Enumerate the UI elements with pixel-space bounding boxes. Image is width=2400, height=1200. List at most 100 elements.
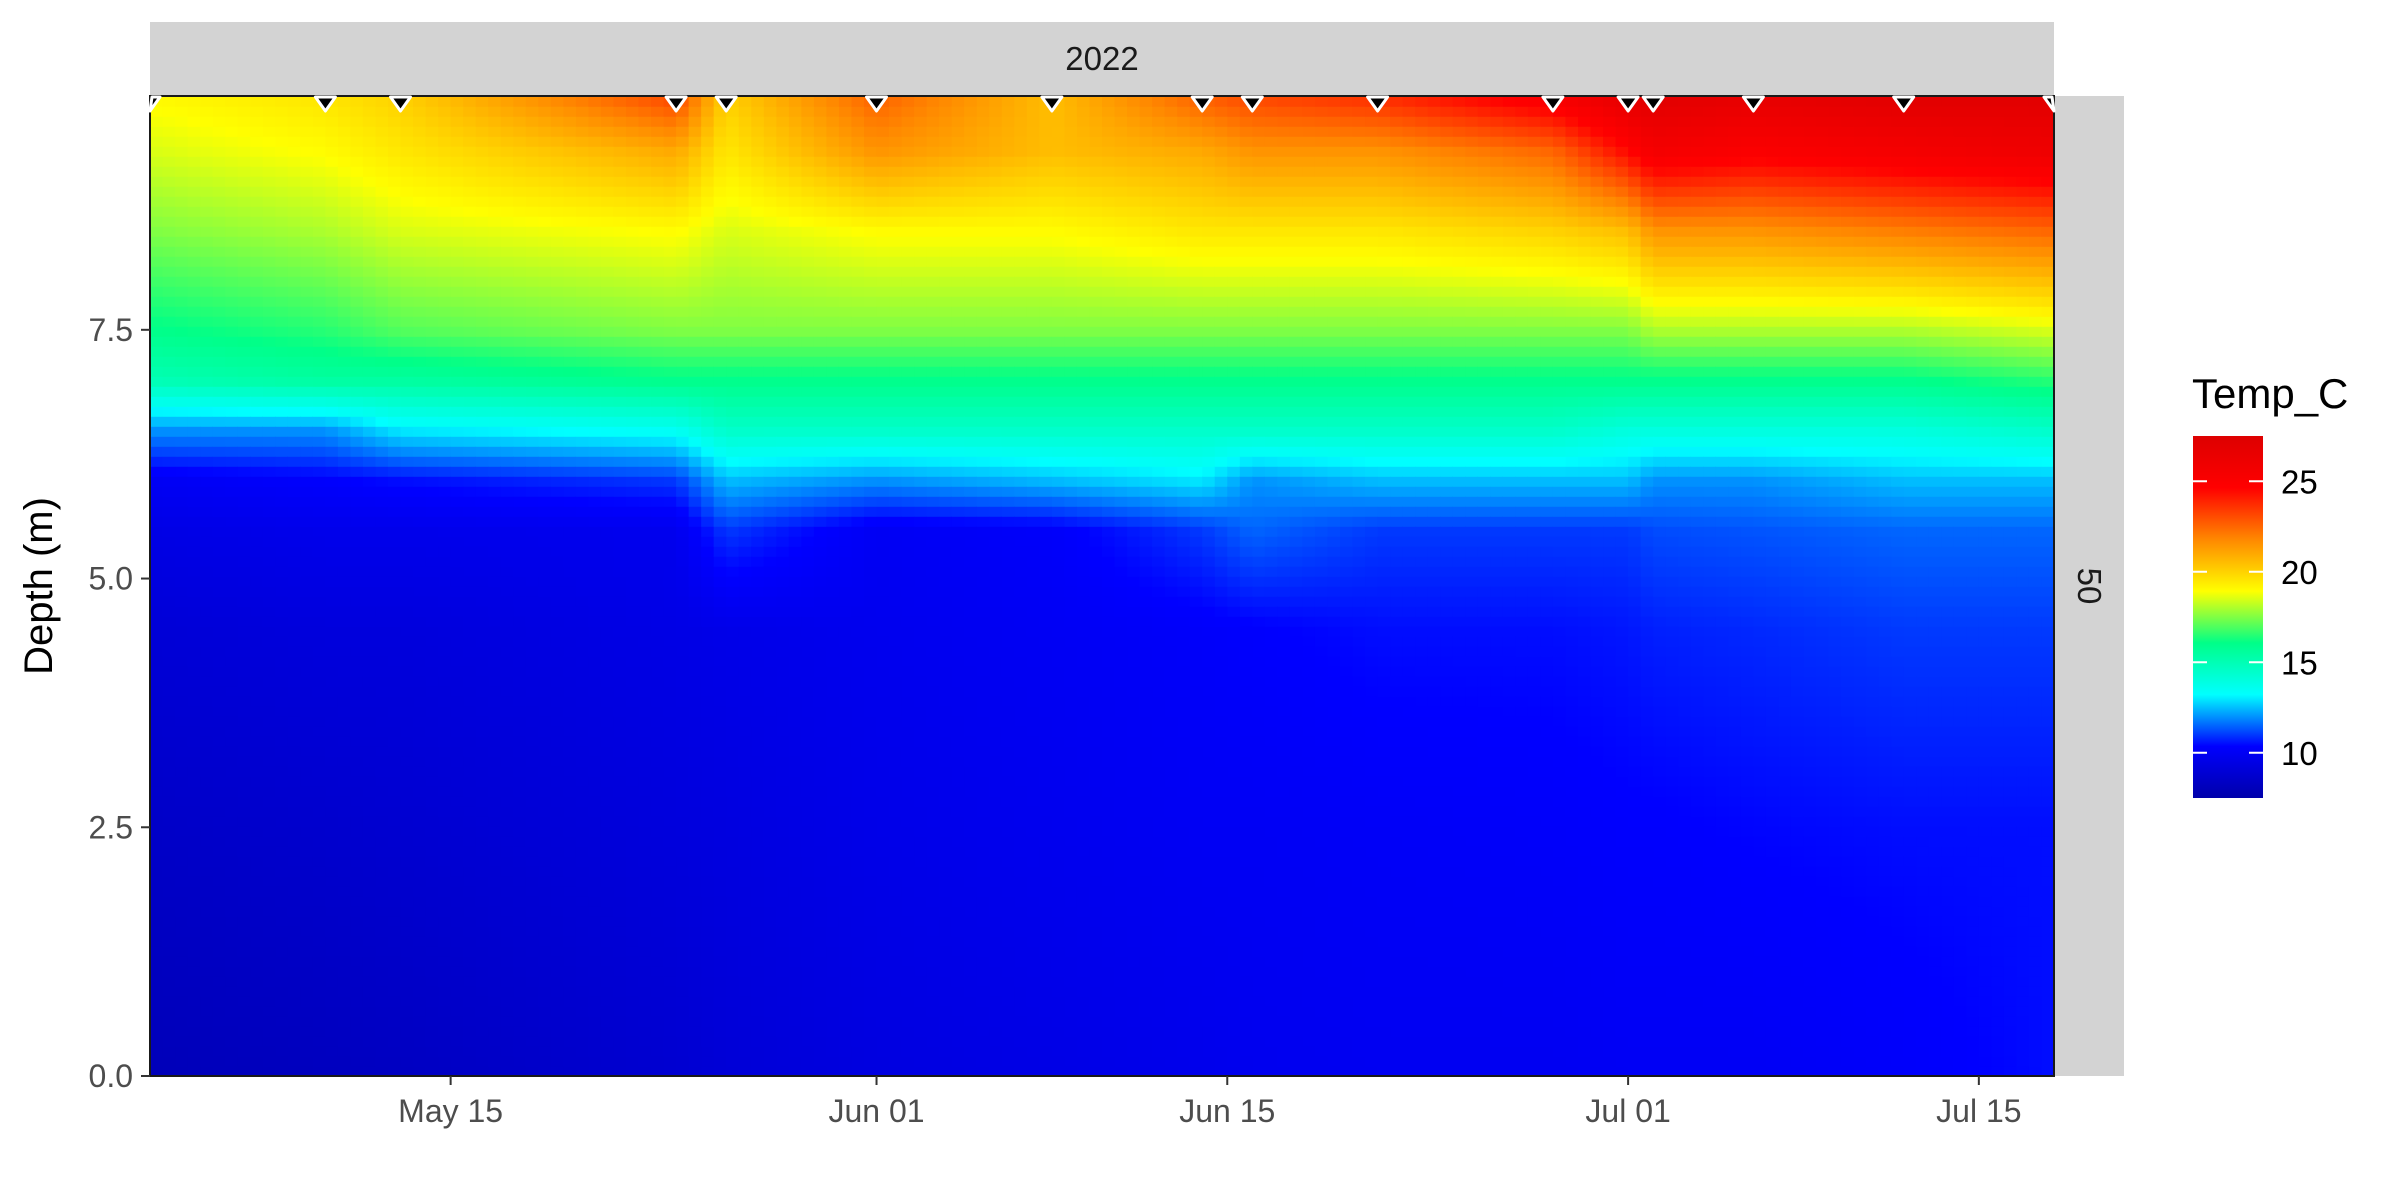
- heatmap-cell: [450, 916, 464, 927]
- heatmap-cell: [776, 816, 790, 827]
- heatmap-cell: [575, 916, 590, 927]
- heatmap-cell: [600, 326, 615, 337]
- heatmap-cell: [763, 506, 778, 517]
- heatmap-cell: [701, 426, 715, 437]
- heatmap-cell: [375, 776, 389, 787]
- heatmap-cell: [287, 456, 302, 467]
- heatmap-cell: [250, 716, 264, 727]
- heatmap-cell: [538, 986, 552, 997]
- heatmap-cell: [751, 306, 765, 317]
- heatmap-cell: [713, 346, 728, 357]
- heatmap-cell: [300, 296, 314, 307]
- heatmap-cell: [350, 1016, 364, 1027]
- heatmap-cell: [538, 716, 552, 727]
- heatmap-cell: [237, 556, 252, 567]
- heatmap-cell: [500, 176, 515, 187]
- heatmap-cell: [475, 276, 490, 287]
- heatmap-cell: [713, 606, 728, 617]
- heatmap-cell: [362, 326, 377, 337]
- heatmap-cell: [751, 496, 765, 507]
- heatmap-cell: [776, 1066, 790, 1076]
- heatmap-cell: [663, 936, 677, 947]
- heatmap-cell: [225, 96, 239, 107]
- heatmap-cell: [225, 516, 239, 527]
- heatmap-cell: [200, 836, 214, 847]
- heatmap-cell: [738, 246, 753, 257]
- heatmap-cell: [162, 1026, 176, 1037]
- heatmap-cell: [250, 366, 264, 377]
- heatmap-cell: [726, 336, 740, 347]
- heatmap-cell: [300, 796, 314, 807]
- heatmap-cell: [337, 1046, 352, 1057]
- heatmap-cell: [362, 266, 377, 277]
- heatmap-cell: [663, 166, 677, 177]
- heatmap-cell: [337, 936, 352, 947]
- heatmap-cell: [776, 956, 790, 967]
- heatmap-cell: [400, 816, 414, 827]
- heatmap-cell: [626, 796, 640, 807]
- heatmap-cell: [212, 216, 226, 227]
- heatmap-cell: [400, 326, 414, 337]
- heatmap-cell: [463, 246, 477, 257]
- heatmap-cell: [362, 226, 377, 237]
- heatmap-cell: [413, 536, 427, 547]
- heatmap-cell: [525, 136, 540, 147]
- heatmap-cell: [413, 586, 427, 597]
- heatmap-cell: [475, 796, 490, 807]
- heatmap-cell: [400, 436, 414, 447]
- heatmap-cell: [237, 206, 252, 217]
- heatmap-cell: [701, 216, 715, 227]
- heatmap-cell: [225, 836, 239, 847]
- heatmap-cell: [638, 216, 652, 227]
- heatmap-cell: [738, 766, 753, 777]
- heatmap-cell: [663, 496, 677, 507]
- heatmap-cell: [150, 756, 164, 767]
- heatmap-cell: [701, 636, 715, 647]
- heatmap-cell: [701, 1046, 715, 1057]
- heatmap-cell: [450, 366, 464, 377]
- heatmap-cell: [500, 966, 515, 977]
- heatmap-cell: [638, 136, 652, 147]
- heatmap-cell: [250, 836, 264, 847]
- heatmap-cell: [225, 1026, 239, 1037]
- heatmap-cell: [388, 336, 402, 347]
- heatmap-cell: [300, 766, 314, 777]
- heatmap-cell: [463, 556, 477, 567]
- heatmap-cell: [525, 776, 540, 787]
- heatmap-cell: [237, 516, 252, 527]
- heatmap-cell: [150, 226, 164, 237]
- heatmap-cell: [488, 846, 502, 857]
- heatmap-cell: [638, 166, 652, 177]
- heatmap-cell: [463, 376, 477, 387]
- heatmap-cell: [651, 816, 665, 827]
- heatmap-cell: [250, 736, 264, 747]
- heatmap-cell: [375, 706, 389, 717]
- heatmap-cell: [463, 236, 477, 247]
- heatmap-cell: [212, 246, 226, 257]
- heatmap-cell: [613, 876, 627, 887]
- heatmap-cell: [312, 996, 327, 1007]
- heatmap-cell: [388, 836, 402, 847]
- heatmap-cell: [237, 966, 252, 977]
- heatmap-cell: [388, 136, 402, 147]
- heatmap-cell: [776, 626, 790, 637]
- heatmap-cell: [600, 786, 615, 797]
- heatmap-cell: [688, 696, 702, 707]
- heatmap-cell: [726, 836, 740, 847]
- heatmap-cell: [375, 686, 389, 697]
- heatmap-cell: [676, 1006, 690, 1017]
- heatmap-cell: [450, 486, 464, 497]
- heatmap-cell: [350, 146, 364, 157]
- heatmap-cell: [187, 1066, 201, 1076]
- heatmap-cell: [676, 826, 690, 837]
- heatmap-cell: [200, 156, 214, 167]
- heatmap-cell: [550, 896, 565, 907]
- heatmap-cell: [362, 106, 377, 117]
- heatmap-cell: [776, 656, 790, 667]
- heatmap-cell: [688, 366, 702, 377]
- heatmap-cell: [262, 96, 277, 107]
- heatmap-cell: [300, 326, 314, 337]
- heatmap-cell: [162, 286, 176, 297]
- heatmap-cell: [663, 456, 677, 467]
- heatmap-cell: [287, 226, 302, 237]
